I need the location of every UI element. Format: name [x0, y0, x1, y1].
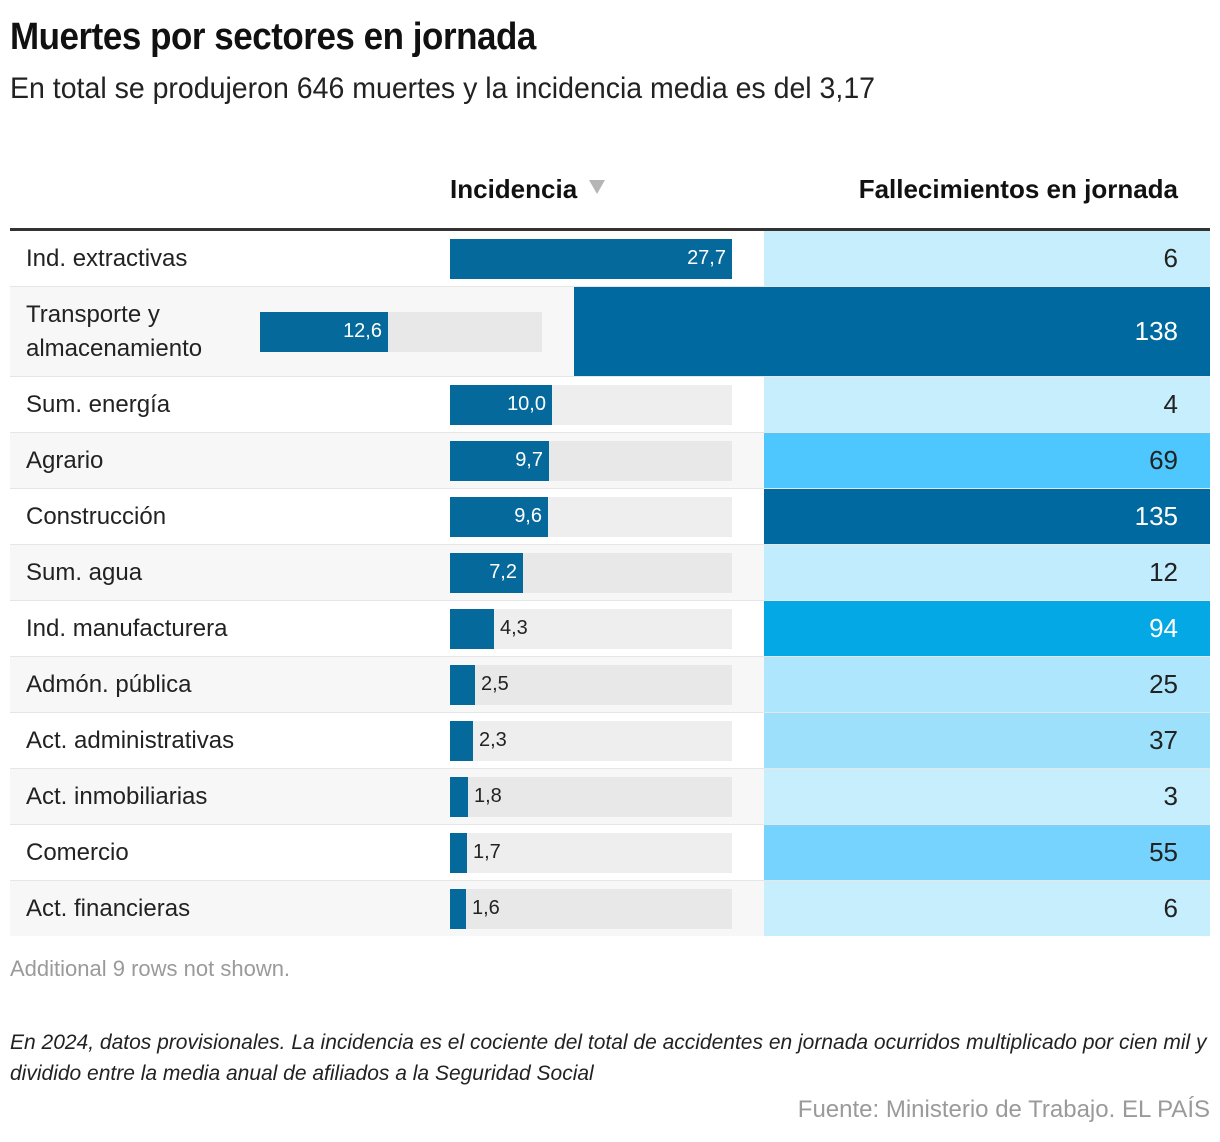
table-row: Sum. agua 7,2 12 [10, 545, 1210, 601]
incidencia-bar-track: 2,3 [450, 720, 732, 761]
incidencia-bar [260, 311, 388, 352]
sector-name: Transporte y almacenamiento [26, 300, 203, 362]
incidencia-cell: 7,2 [450, 545, 764, 600]
incidencia-bar [450, 720, 473, 761]
table-row: Act. administrativas 2,3 37 [10, 713, 1210, 769]
table-row: Sum. energía 10,0 4 [10, 377, 1210, 433]
sector-name: Admón. pública [26, 670, 192, 698]
fallecimientos-cell: 6 [764, 881, 1210, 936]
column-header-fallecimientos[interactable]: Fallecimientos en jornada [858, 174, 1178, 204]
sector-name: Agrario [26, 446, 104, 474]
sector-name: Sum. energía [26, 390, 171, 418]
incidencia-cell: 9,7 [450, 433, 764, 488]
table-row: Ind. manufacturera 4,3 94 [10, 601, 1210, 657]
incidencia-bar-track: 9,6 [450, 496, 732, 537]
table-row: Construcción 9,6 135 [10, 489, 1210, 545]
additional-rows-note: Additional 9 rows not shown. [10, 956, 291, 981]
incidencia-label: 27,7 [687, 247, 726, 269]
incidencia-label: 1,7 [473, 841, 501, 863]
column-header-incidencia-label: Incidencia [450, 174, 578, 204]
incidencia-cell: 27,7 [450, 231, 764, 286]
sector-name: Ind. extractivas [26, 244, 188, 272]
incidencia-label: 1,6 [472, 897, 500, 919]
sector-name: Sum. agua [26, 558, 143, 586]
incidencia-label: 12,6 [343, 320, 382, 342]
incidencia-bar-track: 2,5 [450, 664, 732, 705]
data-table: Incidencia Fallecimientos en jornada Ind… [10, 160, 1210, 936]
incidencia-bar-track: 4,3 [450, 608, 732, 649]
incidencia-bar [450, 440, 549, 481]
incidencia-bar-track: 1,8 [450, 776, 732, 817]
table-row: Act. inmobiliarias 1,8 3 [10, 769, 1210, 825]
table-row: Agrario 9,7 69 [10, 433, 1210, 489]
incidencia-cell: 12,6 [260, 287, 574, 376]
incidencia-bar [450, 238, 732, 279]
incidencia-cell: 9,6 [450, 489, 764, 544]
incidencia-label: 9,6 [514, 505, 542, 527]
incidencia-bar-track: 1,6 [450, 888, 732, 929]
incidencia-bar-track: 1,7 [450, 832, 732, 873]
table-row: Admón. pública 2,5 25 [10, 657, 1210, 713]
table-header: Incidencia Fallecimientos en jornada [10, 160, 1210, 231]
fallecimientos-cell: 3 [764, 769, 1210, 824]
incidencia-bar-track: 9,7 [450, 440, 732, 481]
incidencia-cell: 4,3 [450, 601, 764, 656]
incidencia-bar [450, 608, 494, 649]
incidencia-cell: 2,3 [450, 713, 764, 768]
incidencia-cell: 1,6 [450, 881, 764, 936]
fallecimientos-cell: 55 [764, 825, 1210, 880]
fallecimientos-cell: 37 [764, 713, 1210, 768]
chart-title: Muertes por sectores en jornada [10, 16, 536, 58]
sort-descending-icon[interactable] [589, 179, 606, 194]
sector-name: Act. administrativas [26, 726, 235, 754]
source-credit: Fuente: Ministerio de Trabajo. EL PAÍS [797, 1096, 1210, 1123]
fallecimientos-cell: 6 [764, 231, 1210, 286]
incidencia-label: 2,5 [481, 673, 509, 695]
fallecimientos-cell: 135 [764, 489, 1210, 544]
incidencia-bar [450, 384, 552, 425]
incidencia-cell: 1,7 [450, 825, 764, 880]
table-row: Transporte y almacenamiento 12,6 138 [10, 287, 1210, 377]
incidencia-bar [450, 552, 523, 593]
incidencia-bar-track: 12,6 [260, 311, 542, 352]
incidencia-label: 7,2 [489, 561, 517, 583]
incidencia-label: 1,8 [474, 785, 502, 807]
incidencia-bar [450, 832, 467, 873]
sector-name: Ind. manufacturera [26, 614, 228, 642]
sector-name: Construcción [26, 502, 167, 530]
incidencia-bar-track: 27,7 [450, 238, 732, 279]
table-row: Ind. extractivas 27,7 6 [10, 231, 1210, 287]
table-body: Ind. extractivas 27,7 6 Transporte y almace… [10, 231, 1210, 936]
incidencia-label: 2,3 [479, 729, 507, 751]
chart-subtitle: En total se produjeron 646 muertes y la … [10, 72, 876, 105]
incidencia-label: 10,0 [507, 393, 546, 415]
fallecimientos-cell: 4 [764, 377, 1210, 432]
incidencia-bar [450, 888, 466, 929]
fallecimientos-cell: 69 [764, 433, 1210, 488]
fallecimientos-cell: 12 [764, 545, 1210, 600]
table-row: Comercio 1,7 55 [10, 825, 1210, 881]
incidencia-bar-track: 7,2 [450, 552, 732, 593]
incidencia-cell: 2,5 [450, 657, 764, 712]
incidencia-cell: 10,0 [450, 377, 764, 432]
sector-name: Act. financieras [26, 894, 191, 922]
incidencia-label: 9,7 [515, 449, 543, 471]
fallecimientos-cell: 138 [574, 287, 1210, 376]
methodology-note: En 2024, datos provisionales. La inciden… [10, 1031, 1207, 1085]
sector-name: Act. inmobiliarias [26, 782, 208, 810]
incidencia-label: 4,3 [500, 617, 528, 639]
incidencia-cell: 1,8 [450, 769, 764, 824]
incidencia-bar [450, 664, 475, 705]
incidencia-bar-track: 10,0 [450, 384, 732, 425]
fallecimientos-cell: 94 [764, 601, 1210, 656]
sector-name: Comercio [26, 838, 129, 866]
incidencia-bar [450, 776, 468, 817]
incidencia-bar [450, 496, 548, 537]
fallecimientos-cell: 25 [764, 657, 1210, 712]
table-row: Act. financieras 1,6 6 [10, 881, 1210, 936]
column-header-incidencia[interactable]: Incidencia [450, 174, 606, 205]
